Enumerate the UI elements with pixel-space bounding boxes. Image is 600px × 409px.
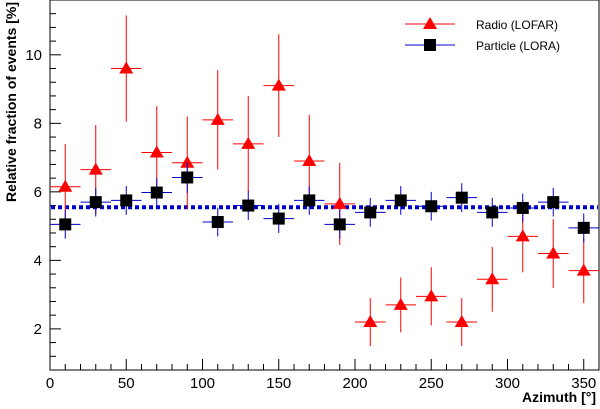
data-point-particle: [303, 194, 316, 207]
data-point-radio: [424, 289, 439, 302]
x-axis-title: Azimuth [°]: [522, 389, 596, 405]
data-point-radio: [58, 179, 73, 192]
data-point-radio: [576, 263, 591, 276]
data-point-particle: [394, 194, 407, 207]
legend-box: [384, 3, 598, 67]
data-point-particle: [486, 206, 499, 219]
axis-ticks: [49, 0, 600, 371]
data-point-radio: [271, 78, 286, 91]
data-point-particle: [425, 200, 438, 213]
data-point-particle: [516, 201, 529, 214]
x-tick-label: 300: [495, 375, 520, 392]
tick-labels: 0 50 100 150 200 250 300 350 2 4 6 8 10: [25, 47, 596, 392]
data-point-particle: [181, 171, 194, 184]
legend-radio-marker: [423, 17, 437, 29]
data-point-particle: [364, 206, 377, 219]
data-point-radio: [180, 155, 195, 168]
series-particle: [50, 162, 599, 243]
data-point-radio: [88, 162, 103, 175]
y-axis-title: Relative fraction of events [%]: [3, 2, 19, 202]
legend-radio-label: Radio (LOFAR): [476, 18, 558, 32]
y-tick-label: 6: [34, 184, 42, 201]
x-tick-label: 200: [342, 375, 367, 392]
x-tick-label: 350: [571, 375, 596, 392]
x-tick-label: 250: [419, 375, 444, 392]
y-tick-label: 8: [34, 115, 42, 132]
data-point-radio: [485, 272, 500, 285]
data-point-particle: [272, 212, 285, 225]
data-point-radio: [302, 154, 317, 167]
data-point-radio: [363, 315, 378, 328]
data-point-particle: [577, 221, 590, 234]
data-point-radio: [454, 315, 469, 328]
data-point-particle: [242, 199, 255, 212]
y-tick-label: 4: [34, 252, 42, 269]
data-point-particle: [455, 191, 468, 204]
x-tick-label: 150: [266, 375, 291, 392]
legend: Radio (LOFAR) Particle (LORA): [384, 3, 598, 67]
legend-particle-marker: [424, 39, 436, 51]
data-point-radio: [515, 229, 530, 242]
legend-particle-label: Particle (LORA): [476, 39, 560, 53]
data-point-particle: [150, 186, 163, 199]
data-point-radio: [546, 246, 561, 259]
series-layer: [50, 15, 599, 347]
data-point-particle: [333, 218, 346, 231]
data-point-particle: [59, 218, 72, 231]
data-point-particle: [211, 216, 224, 228]
data-point-radio: [149, 145, 164, 158]
x-tick-label: 0: [46, 375, 54, 392]
data-point-radio: [241, 136, 256, 149]
series-radio: [50, 15, 599, 347]
data-point-particle: [89, 196, 102, 209]
data-point-radio: [393, 297, 408, 310]
data-point-radio: [119, 61, 134, 74]
x-tick-label: 100: [190, 375, 215, 392]
data-point-radio: [210, 112, 225, 125]
data-point-particle: [120, 194, 133, 207]
y-tick-label: 2: [34, 321, 42, 338]
y-tick-label: 10: [25, 47, 42, 64]
x-tick-label: 50: [118, 375, 135, 392]
data-point-radio: [332, 196, 347, 209]
data-point-particle: [547, 196, 560, 209]
